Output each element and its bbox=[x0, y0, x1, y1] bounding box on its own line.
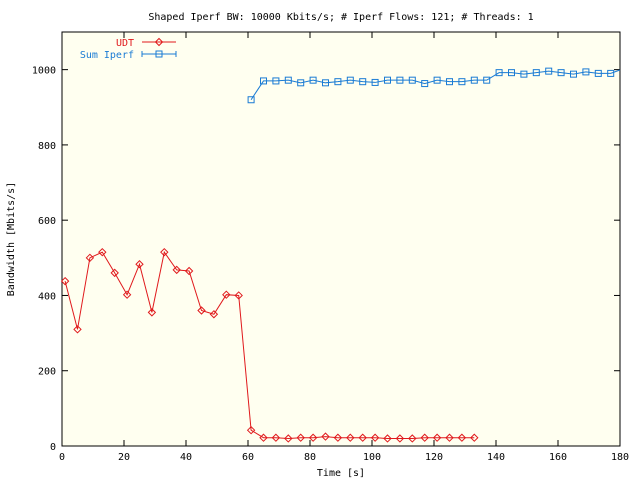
data-point bbox=[359, 78, 367, 86]
data-point bbox=[172, 265, 181, 275]
data-point bbox=[197, 306, 206, 315]
x-tick-label: 140 bbox=[487, 452, 505, 463]
data-point bbox=[557, 69, 565, 77]
data-point bbox=[222, 290, 231, 299]
data-point bbox=[246, 425, 256, 435]
data-point bbox=[457, 433, 467, 442]
data-point bbox=[346, 76, 354, 84]
data-point bbox=[532, 69, 540, 77]
legend-marker bbox=[155, 50, 163, 58]
data-point bbox=[470, 76, 478, 84]
data-point bbox=[432, 433, 442, 442]
data-point bbox=[309, 76, 317, 84]
data-point bbox=[408, 76, 416, 84]
data-point bbox=[160, 247, 169, 257]
data-point bbox=[384, 76, 391, 84]
data-point bbox=[421, 80, 429, 88]
data-point bbox=[433, 76, 441, 84]
y-tick-label: 800 bbox=[38, 141, 56, 152]
data-point bbox=[383, 434, 392, 443]
data-point bbox=[184, 266, 194, 276]
legend-marker bbox=[154, 37, 164, 47]
x-tick-label: 160 bbox=[549, 452, 567, 463]
data-point bbox=[247, 96, 255, 104]
data-point bbox=[508, 69, 515, 77]
x-tick-label: 180 bbox=[611, 452, 629, 463]
data-point bbox=[582, 68, 590, 76]
series-sum-iperf bbox=[247, 67, 621, 104]
y-tick-label: 400 bbox=[38, 291, 56, 302]
data-point bbox=[271, 433, 281, 442]
y-axis: 0 200 400 600 800 1000 bbox=[32, 66, 620, 453]
data-point bbox=[346, 433, 355, 442]
data-point bbox=[445, 433, 454, 442]
x-tick-label: 40 bbox=[180, 452, 192, 463]
legend-label: Sum Iperf bbox=[80, 50, 134, 61]
legend-label: UDT bbox=[116, 38, 134, 49]
data-point bbox=[284, 76, 292, 84]
data-point bbox=[495, 69, 503, 77]
data-point bbox=[370, 433, 380, 442]
y-axis-label: Bandwidth [Mbits/s] bbox=[6, 182, 17, 296]
data-point bbox=[321, 432, 330, 441]
plot-area bbox=[61, 31, 621, 447]
x-tick-label: 20 bbox=[118, 452, 130, 463]
data-point bbox=[520, 70, 528, 78]
data-point bbox=[296, 433, 305, 442]
x-tick-label: 100 bbox=[363, 452, 381, 463]
data-point bbox=[607, 69, 615, 77]
x-axis: 0 20 40 60 80 100 120 140 160 180 bbox=[59, 32, 629, 463]
data-point bbox=[420, 433, 429, 442]
data-point bbox=[594, 69, 602, 77]
data-point bbox=[147, 308, 157, 317]
data-point bbox=[458, 78, 466, 86]
x-tick-label: 120 bbox=[425, 452, 443, 463]
data-point bbox=[371, 78, 379, 86]
chart-title: Shaped Iperf BW: 10000 Kbits/s; # Iperf … bbox=[148, 12, 533, 23]
data-point bbox=[446, 78, 453, 86]
data-point bbox=[110, 268, 119, 278]
data-point bbox=[334, 78, 342, 86]
data-point bbox=[297, 79, 305, 87]
data-point bbox=[395, 434, 405, 443]
data-point bbox=[322, 79, 329, 87]
y-tick-label: 1000 bbox=[32, 66, 56, 77]
data-point bbox=[396, 76, 404, 84]
data-point bbox=[408, 434, 417, 443]
data-point bbox=[260, 77, 267, 85]
data-point bbox=[135, 260, 144, 269]
data-point bbox=[209, 310, 219, 319]
series-layer bbox=[60, 67, 621, 443]
data-point bbox=[470, 433, 479, 442]
series-line bbox=[250, 69, 621, 101]
data-point bbox=[85, 253, 95, 263]
data-point bbox=[483, 76, 491, 84]
data-point bbox=[284, 434, 293, 443]
y-tick-label: 600 bbox=[38, 216, 56, 227]
data-point bbox=[259, 433, 268, 442]
data-point bbox=[98, 247, 107, 257]
series-line bbox=[64, 250, 475, 439]
series-udt bbox=[60, 247, 479, 443]
data-point bbox=[234, 291, 243, 300]
x-tick-label: 60 bbox=[242, 452, 254, 463]
x-axis-label: Time [s] bbox=[317, 468, 365, 479]
data-point bbox=[73, 325, 82, 334]
data-point bbox=[358, 433, 367, 442]
data-point bbox=[545, 67, 553, 75]
y-tick-label: 200 bbox=[38, 367, 56, 378]
data-point bbox=[570, 70, 577, 78]
x-tick-label: 0 bbox=[59, 452, 65, 463]
data-point bbox=[272, 77, 280, 85]
data-point bbox=[308, 433, 318, 442]
x-tick-label: 80 bbox=[304, 452, 316, 463]
data-point bbox=[333, 433, 343, 442]
y-tick-label: 0 bbox=[50, 442, 56, 453]
data-point bbox=[60, 276, 70, 286]
data-point bbox=[122, 290, 132, 299]
